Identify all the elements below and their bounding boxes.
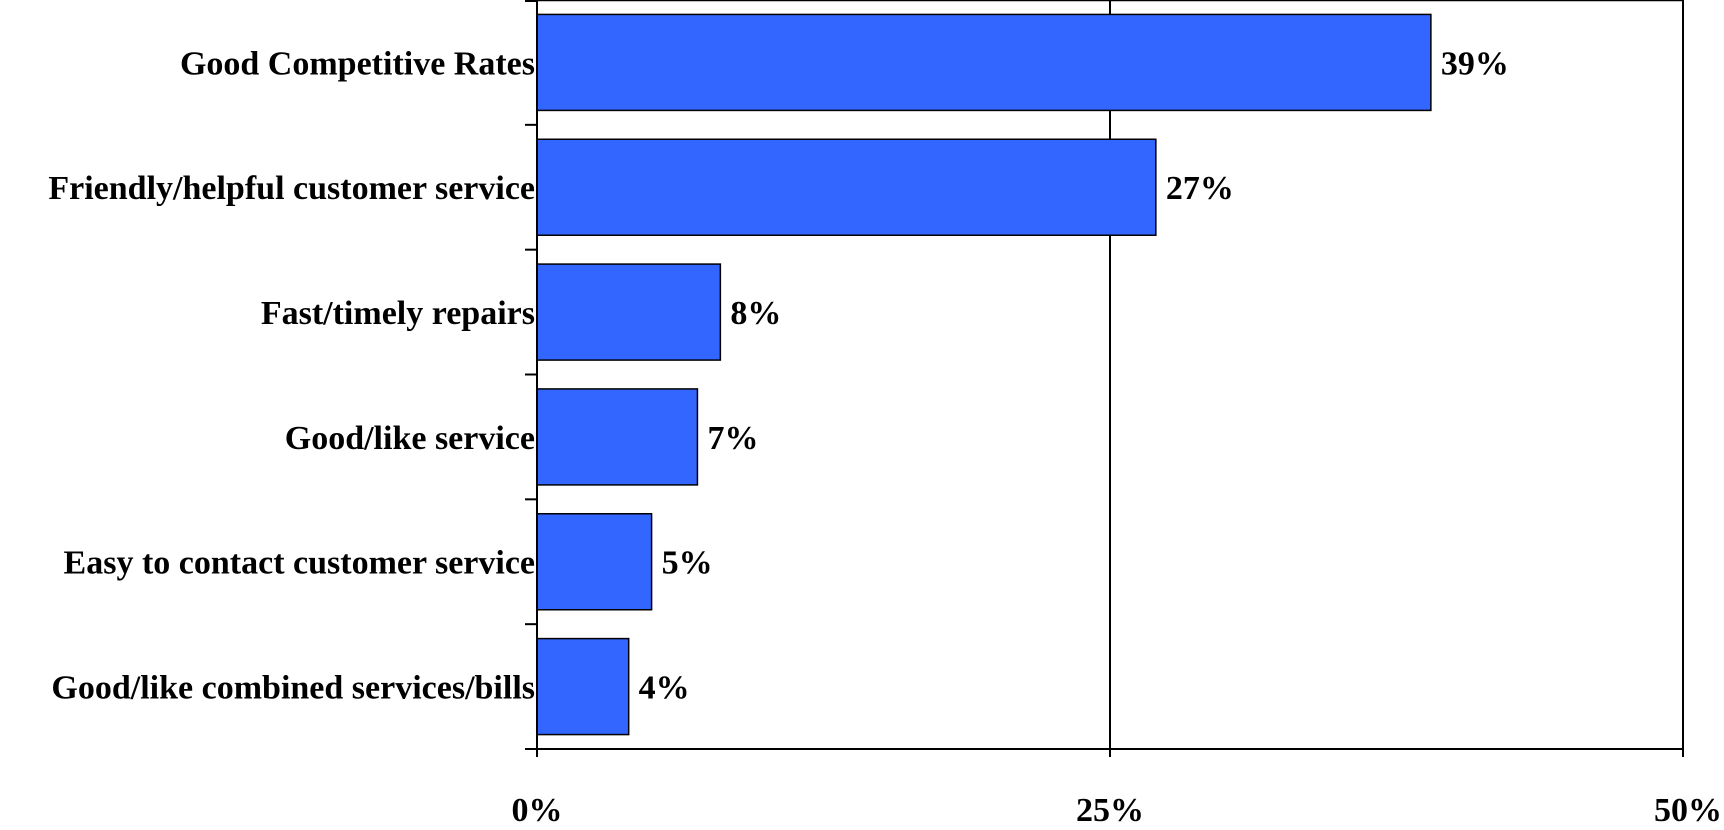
category-label-4: Good/like service <box>285 420 535 457</box>
bar-1 <box>536 13 1432 112</box>
data-label-5: 5% <box>662 545 713 582</box>
data-label-4: 7% <box>707 420 758 457</box>
bar-layer <box>536 13 1432 736</box>
bar-5 <box>536 513 653 611</box>
axis-layer <box>525 0 1684 757</box>
category-label-2: Friendly/helpful customer service <box>48 170 535 207</box>
label-layer: 39% Good Competitive Rates 27% Friendly/hel… <box>48 45 1722 829</box>
data-label-2: 27% <box>1166 170 1234 207</box>
x-tick-label-2: 50% <box>1654 792 1722 825</box>
bar-2 <box>536 138 1157 236</box>
category-label-1: Good Competitive Rates <box>180 45 535 82</box>
data-label-1: 39% <box>1441 45 1509 82</box>
bar-4 <box>536 388 699 486</box>
category-label-5: Easy to contact customer service <box>64 545 535 582</box>
category-label-6: Good/like combined services/bills <box>51 669 535 706</box>
x-tick-label-1: 25% <box>1076 792 1144 825</box>
bar-3 <box>536 263 722 361</box>
bar-6 <box>536 637 630 736</box>
category-label-3: Fast/timely repairs <box>261 295 535 332</box>
data-label-3: 8% <box>730 295 781 332</box>
x-tick-label-0: 0% <box>512 792 563 825</box>
data-label-6: 4% <box>639 669 690 706</box>
grid-layer <box>537 0 1684 749</box>
